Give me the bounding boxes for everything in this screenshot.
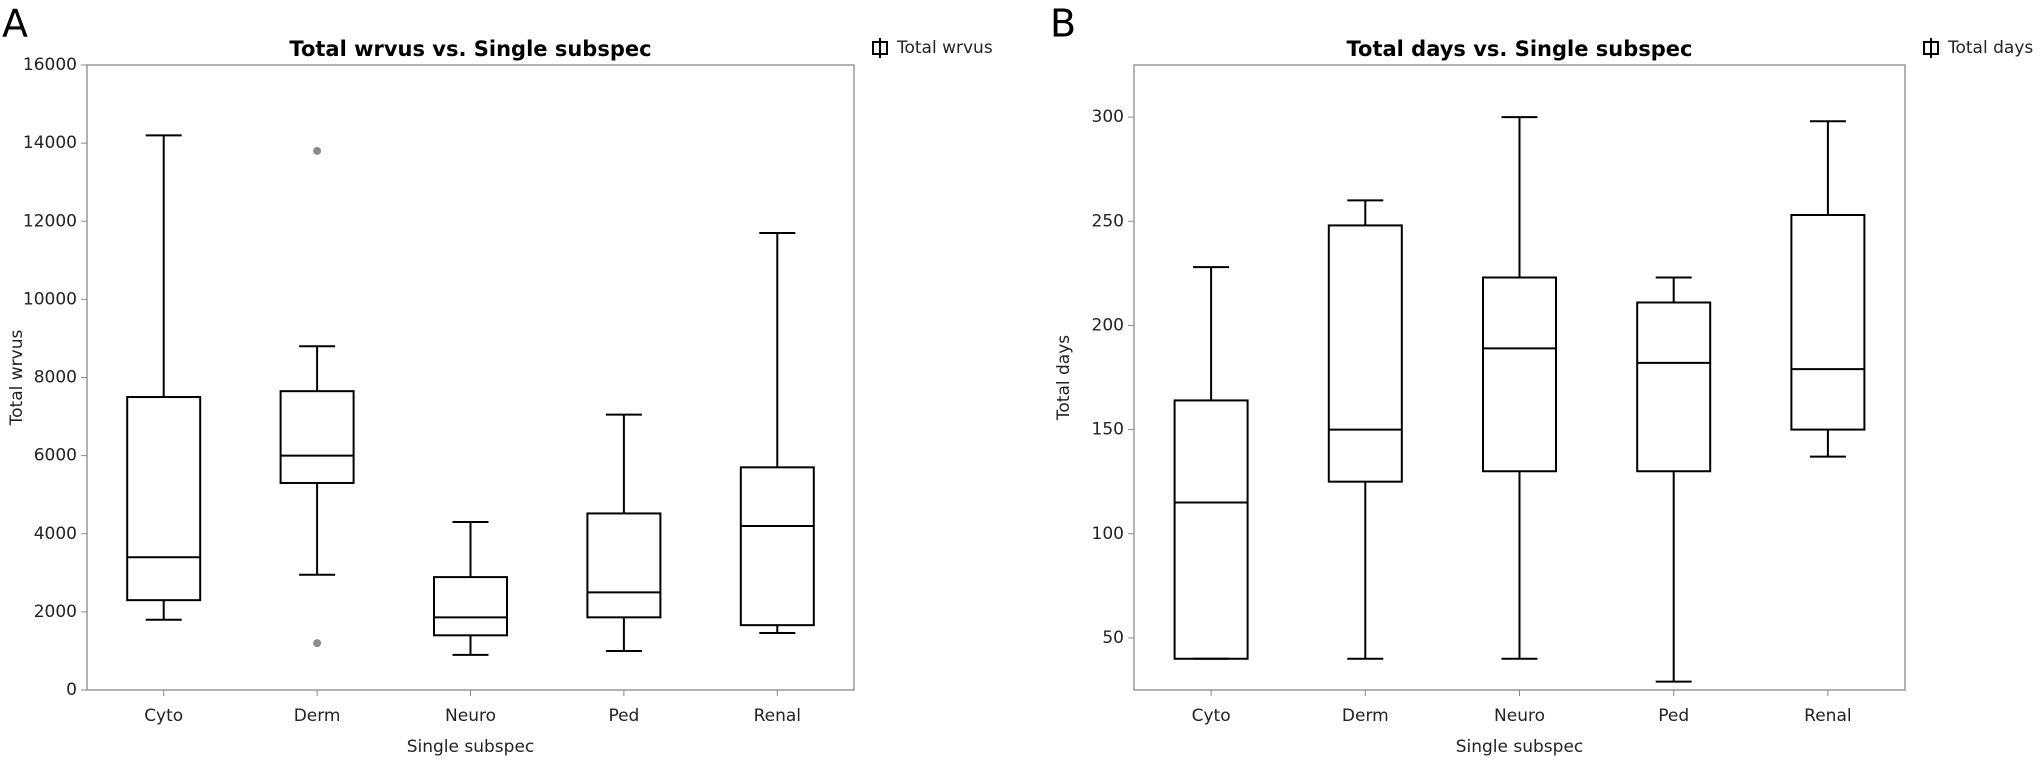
y-axis-label: Total wrvus [7, 330, 27, 427]
panel-label: B [1050, 2, 1076, 46]
y-tick-label: 150 [1092, 420, 1124, 440]
x-axis-label: Single subspec [1456, 737, 1584, 757]
y-tick-label: 14000 [23, 133, 77, 153]
plot-frame [86, 64, 855, 691]
y-tick-label: 250 [1092, 211, 1124, 231]
y-tick-label: 50 [1102, 628, 1124, 648]
outlier [313, 639, 322, 648]
x-tick-label: Cyto [1192, 706, 1231, 726]
x-tick-label: Derm [294, 706, 341, 726]
box [739, 466, 815, 627]
x-tick-label: Derm [1342, 706, 1389, 726]
panel-label: A [2, 2, 28, 46]
x-axis-label: Single subspec [407, 737, 535, 757]
box [433, 576, 508, 637]
outlier [313, 146, 322, 155]
box [1173, 399, 1249, 660]
box [279, 390, 355, 484]
y-tick-label: 10000 [23, 289, 77, 309]
legend-label: Total wrvus [896, 38, 993, 58]
x-tick-label: Cyto [144, 706, 183, 726]
y-tick-label: 300 [1092, 107, 1124, 127]
y-axis-label: Total days [1054, 335, 1074, 421]
x-tick-label: Ped [1658, 706, 1689, 726]
box [126, 396, 202, 602]
box [586, 512, 662, 619]
y-tick-label: 6000 [34, 446, 77, 466]
x-tick-label: Neuro [1494, 706, 1545, 726]
y-tick-label: 0 [66, 680, 77, 700]
box [1636, 301, 1712, 473]
legend-label: Total days [1947, 38, 2033, 58]
x-tick-label: Renal [754, 706, 801, 726]
x-tick-label: Neuro [445, 706, 496, 726]
chart-title: Total days vs. Single subspec [1347, 37, 1693, 61]
y-tick-label: 4000 [34, 524, 77, 544]
y-tick-label: 2000 [34, 602, 77, 622]
y-tick-label: 12000 [23, 211, 77, 231]
x-tick-label: Ped [608, 706, 639, 726]
x-tick-label: Renal [1804, 706, 1851, 726]
y-tick-label: 8000 [34, 368, 77, 388]
y-tick-label: 200 [1092, 315, 1124, 335]
box [1482, 276, 1557, 473]
y-tick-label: 16000 [23, 55, 77, 75]
chart-title: Total wrvus vs. Single subspec [289, 37, 651, 61]
box [1790, 214, 1866, 431]
y-tick-label: 100 [1092, 524, 1124, 544]
box [1327, 224, 1403, 483]
